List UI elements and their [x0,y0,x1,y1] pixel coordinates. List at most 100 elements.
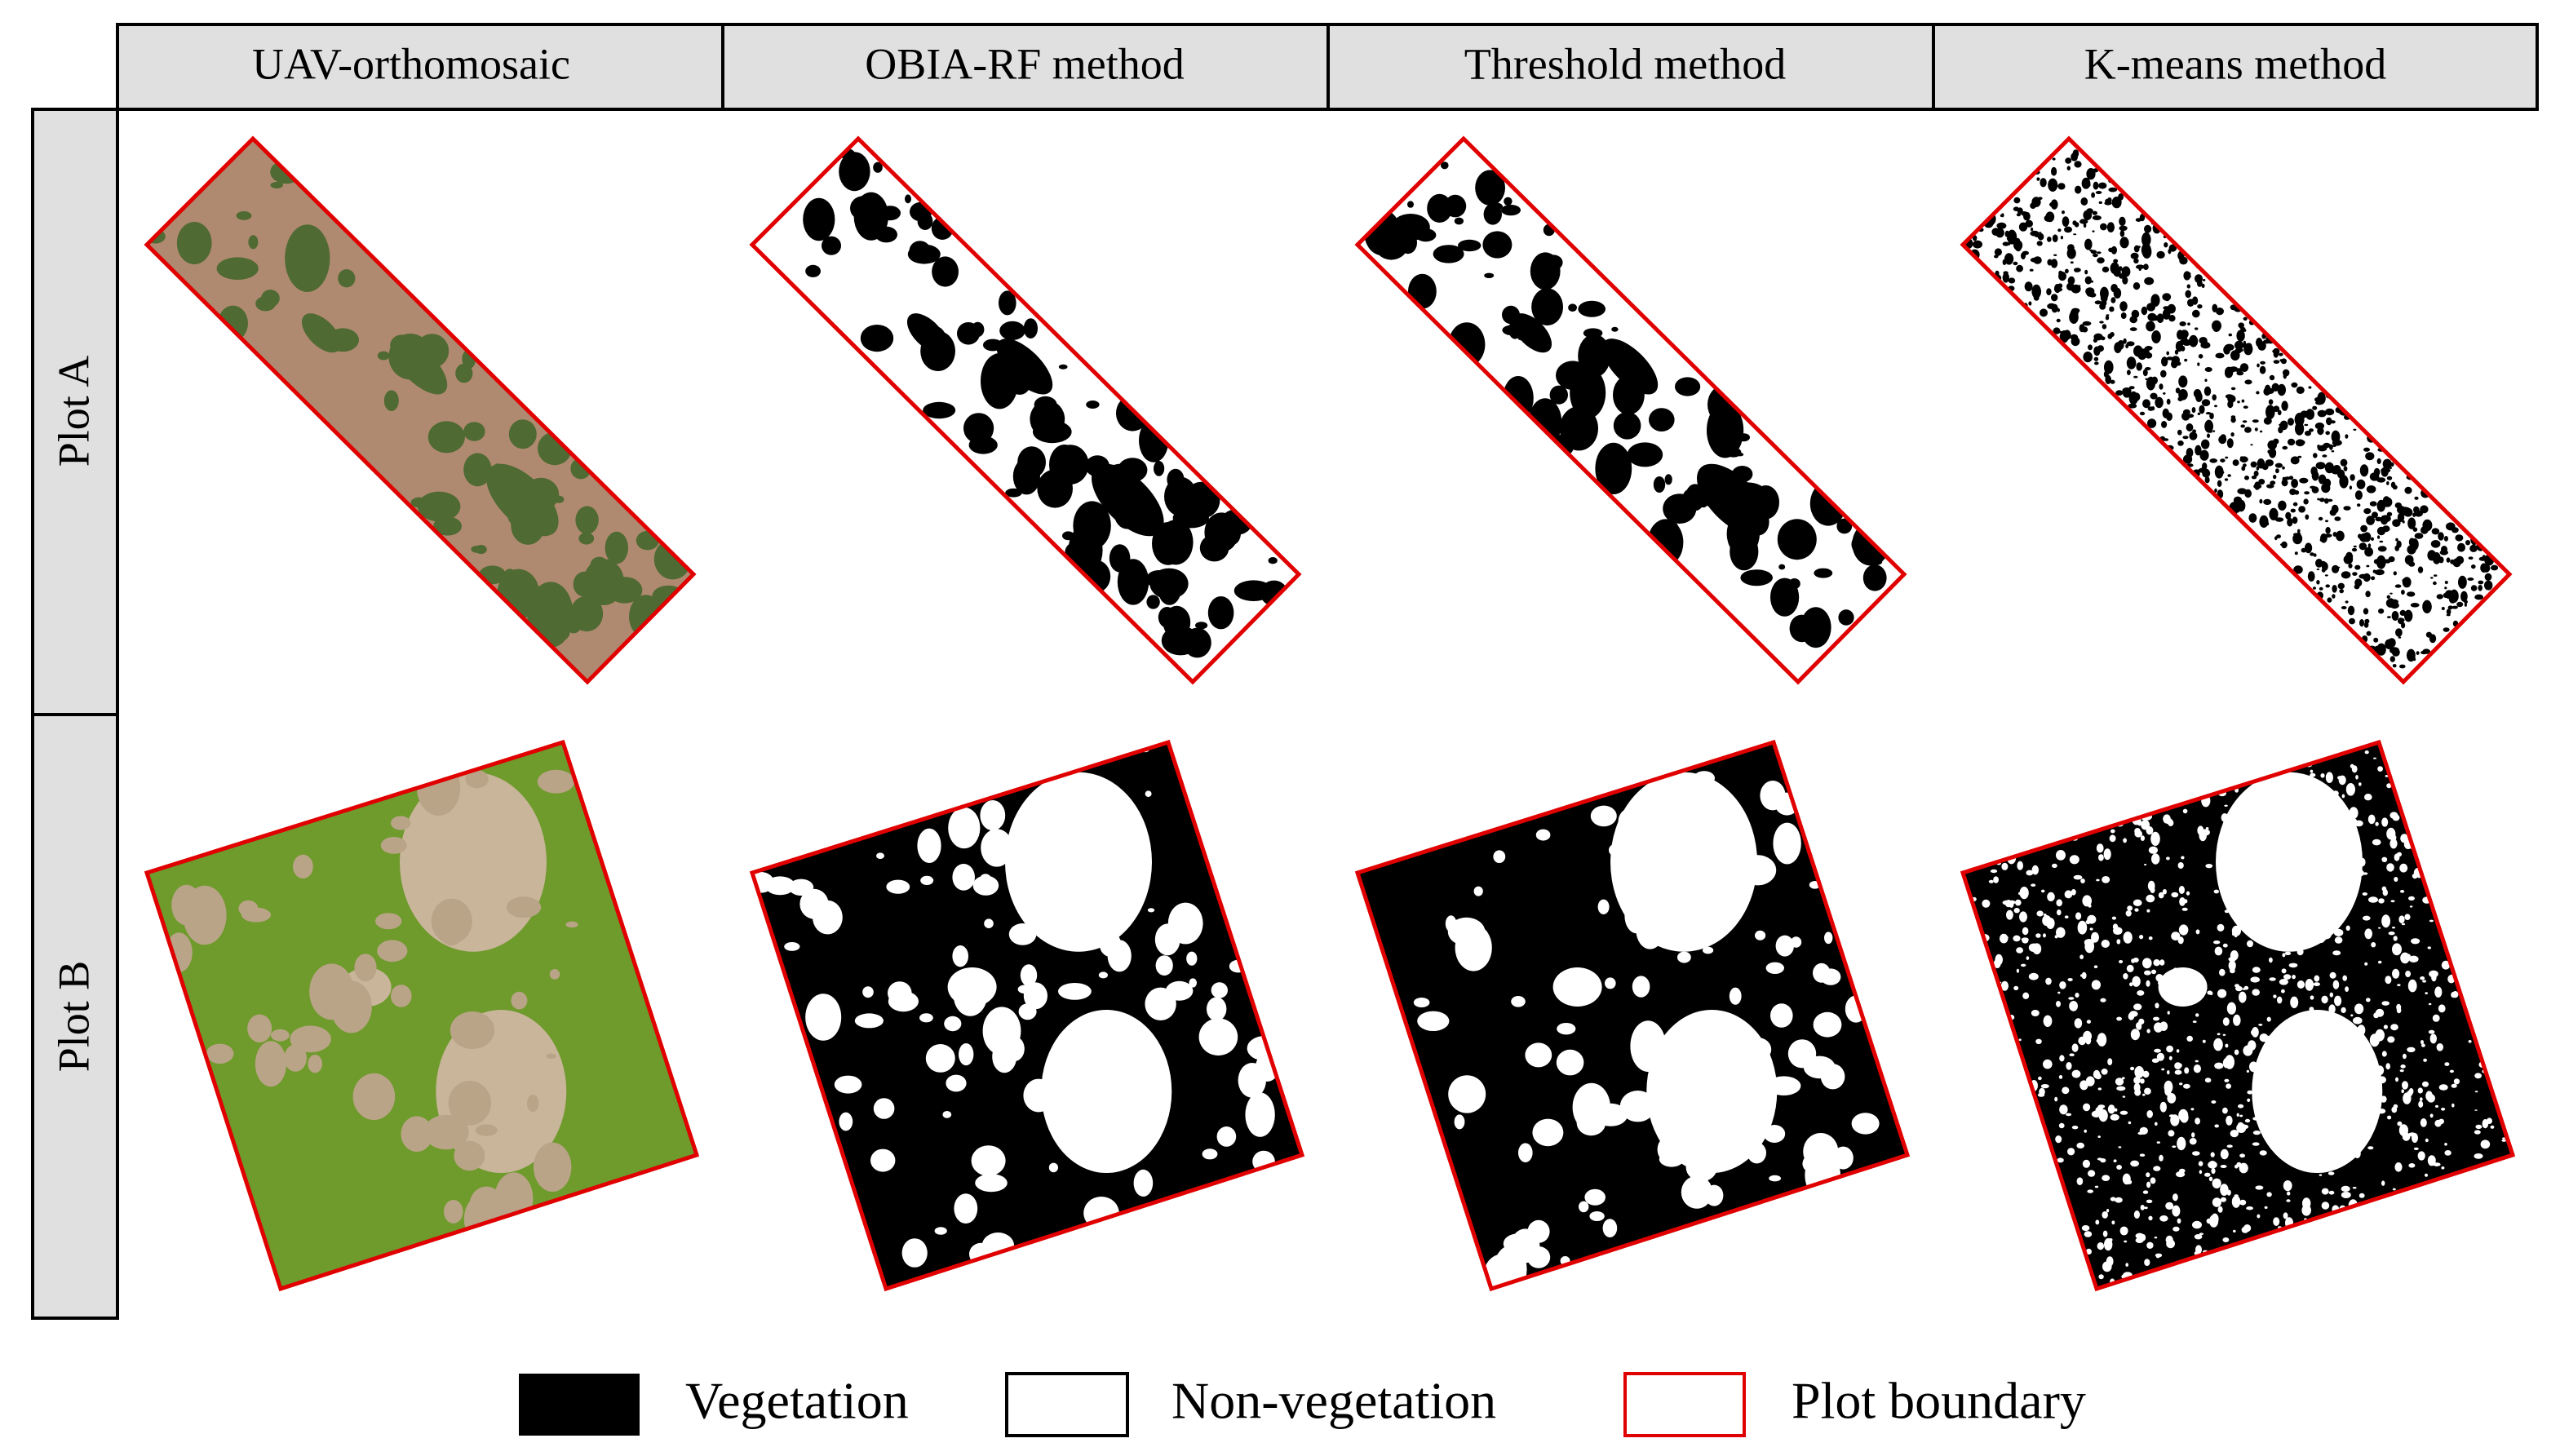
map-patch [2296,386,2305,394]
map-patch [2172,1226,2180,1232]
map-patch [1755,930,1766,940]
map-patch [2080,878,2085,883]
map-patch [2198,1161,2203,1166]
map-patch [575,506,599,534]
map-patch [2080,974,2084,977]
map-patch [2267,449,2271,454]
map-patch [2341,818,2348,821]
map-patch [2456,555,2465,564]
map-patch [2139,411,2146,416]
map-patch [2304,1033,2312,1039]
map-patch [2211,1213,2219,1225]
map-patch [2412,657,2416,662]
map-patch [2213,1038,2223,1051]
map-patch [2062,210,2065,215]
map-patch [2258,479,2265,485]
map-patch [293,854,313,878]
map-patch [2080,197,2088,206]
map-patch [508,419,537,449]
map-patch [2146,1199,2153,1204]
map-patch [546,1053,556,1060]
map-patch [2217,923,2225,932]
map-patch [2072,309,2077,315]
map-patch [2321,568,2326,573]
map-patch [1747,1142,1766,1164]
map-patch [923,401,956,419]
map-patch [2425,992,2428,994]
map-patch [2460,591,2468,602]
map-patch [2325,520,2328,523]
map-patch [2195,1060,2199,1063]
map-patch [2177,936,2184,945]
map-patch [2057,228,2062,232]
map-patch [2474,1073,2482,1079]
map-patch [834,1075,862,1094]
map-patch [2402,1081,2408,1090]
map-patch [2252,989,2260,996]
map-patch [2414,510,2423,517]
map-patch [2030,202,2036,209]
map-patch [2385,976,2392,985]
map-patch [2375,1065,2385,1076]
map-patch [2242,988,2246,990]
map-patch [2199,1170,2203,1175]
map-patch [2441,607,2445,610]
map-patch [2190,1108,2195,1111]
map-patch [2155,1002,2159,1009]
map-patch [2102,1261,2112,1272]
map-patch [2230,1130,2239,1138]
map-patch [2398,636,2402,639]
map-patch [2319,586,2323,591]
map-patch [1763,1125,1786,1143]
map-patch [1584,1188,1606,1206]
map-patch [2308,879,2318,886]
map-patch [2336,796,2340,800]
map-patch [2403,1053,2407,1060]
map-patch [1605,977,1616,989]
map-patch [2275,468,2279,474]
map-patch [2205,864,2213,869]
map-patch [2144,224,2152,233]
map-patch [1482,231,1513,259]
map-patch [2146,1181,2151,1188]
map-patch [2253,825,2261,831]
map-patch [2141,306,2148,316]
map-patch [2284,1097,2295,1107]
map-patch [2095,1219,2100,1225]
map-patch [2222,842,2226,846]
map-patch [354,954,377,982]
map-patch [2036,241,2043,246]
map-patch [448,1081,491,1126]
map-patch [2179,897,2186,906]
map-patch [2406,508,2412,516]
map-patch [2484,580,2493,591]
map-patch [2102,299,2107,306]
map-patch [2016,947,2023,954]
map-patch [850,196,877,221]
map-patch [2382,525,2390,533]
map-patch [2066,1062,2072,1070]
map-patch [2350,1109,2355,1113]
map-patch [2133,1003,2142,1011]
map-patch [2129,327,2137,331]
map-patch [380,837,407,854]
map-patch [2086,208,2093,214]
map-patch [2219,968,2226,976]
map-patch [1473,886,1483,896]
map-patch [813,900,843,935]
map-patch [2212,394,2217,401]
map-patch [2390,900,2395,903]
map-patch [2136,362,2142,371]
map-background [1963,139,2509,682]
map-patch [2230,415,2236,419]
map-patch [2146,894,2155,903]
map-patch [2125,1263,2128,1267]
map-patch [2345,783,2355,796]
map-patch [2296,948,2304,956]
map-patch [1195,622,1208,630]
map-patch [2004,253,2014,265]
map-patch [2091,932,2099,943]
map-patch [475,1124,498,1136]
map-patch [2059,1055,2065,1062]
map-patch [2417,1087,2423,1094]
